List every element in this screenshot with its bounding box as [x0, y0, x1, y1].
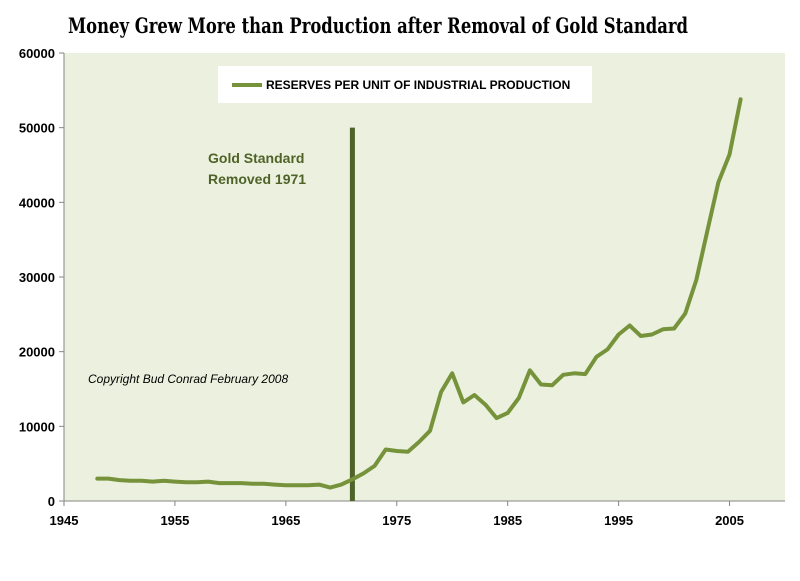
- series-line-reserves: [95, 97, 743, 490]
- x-tick-label: 1965: [271, 513, 300, 528]
- y-tick-label: 30000: [19, 270, 55, 285]
- x-axis-ticks: 1945 1955 1965 1975 1985 1995 2005: [50, 501, 744, 528]
- y-tick-label: 40000: [19, 195, 55, 210]
- plot-area: [64, 53, 785, 501]
- x-tick-label: 1985: [493, 513, 522, 528]
- legend: RESERVES PER UNIT OF INDUSTRIAL PRODUCTI…: [218, 66, 592, 103]
- chart-title: Money Grew More than Production after Re…: [68, 13, 688, 38]
- legend-label: RESERVES PER UNIT OF INDUSTRIAL PRODUCTI…: [266, 78, 570, 92]
- gold-standard-label-line2: Removed 1971: [208, 171, 306, 187]
- x-tick-label: 1945: [50, 513, 79, 528]
- y-tick-label: 50000: [19, 121, 55, 136]
- x-tick-label: 1975: [382, 513, 411, 528]
- y-axis-ticks: 0 10000 20000 30000 40000 50000 60000: [19, 46, 64, 509]
- y-tick-label: 60000: [19, 46, 55, 61]
- x-tick-label: 1955: [160, 513, 189, 528]
- x-tick-label: 1995: [604, 513, 633, 528]
- copyright-note: Copyright Bud Conrad February 2008: [88, 372, 288, 386]
- y-tick-label: 0: [48, 494, 55, 509]
- legend-box: [218, 66, 592, 103]
- gold-standard-label-line1: Gold Standard: [208, 150, 304, 166]
- y-tick-label: 10000: [19, 419, 55, 434]
- x-tick-label: 2005: [715, 513, 744, 528]
- y-tick-label: 20000: [19, 345, 55, 360]
